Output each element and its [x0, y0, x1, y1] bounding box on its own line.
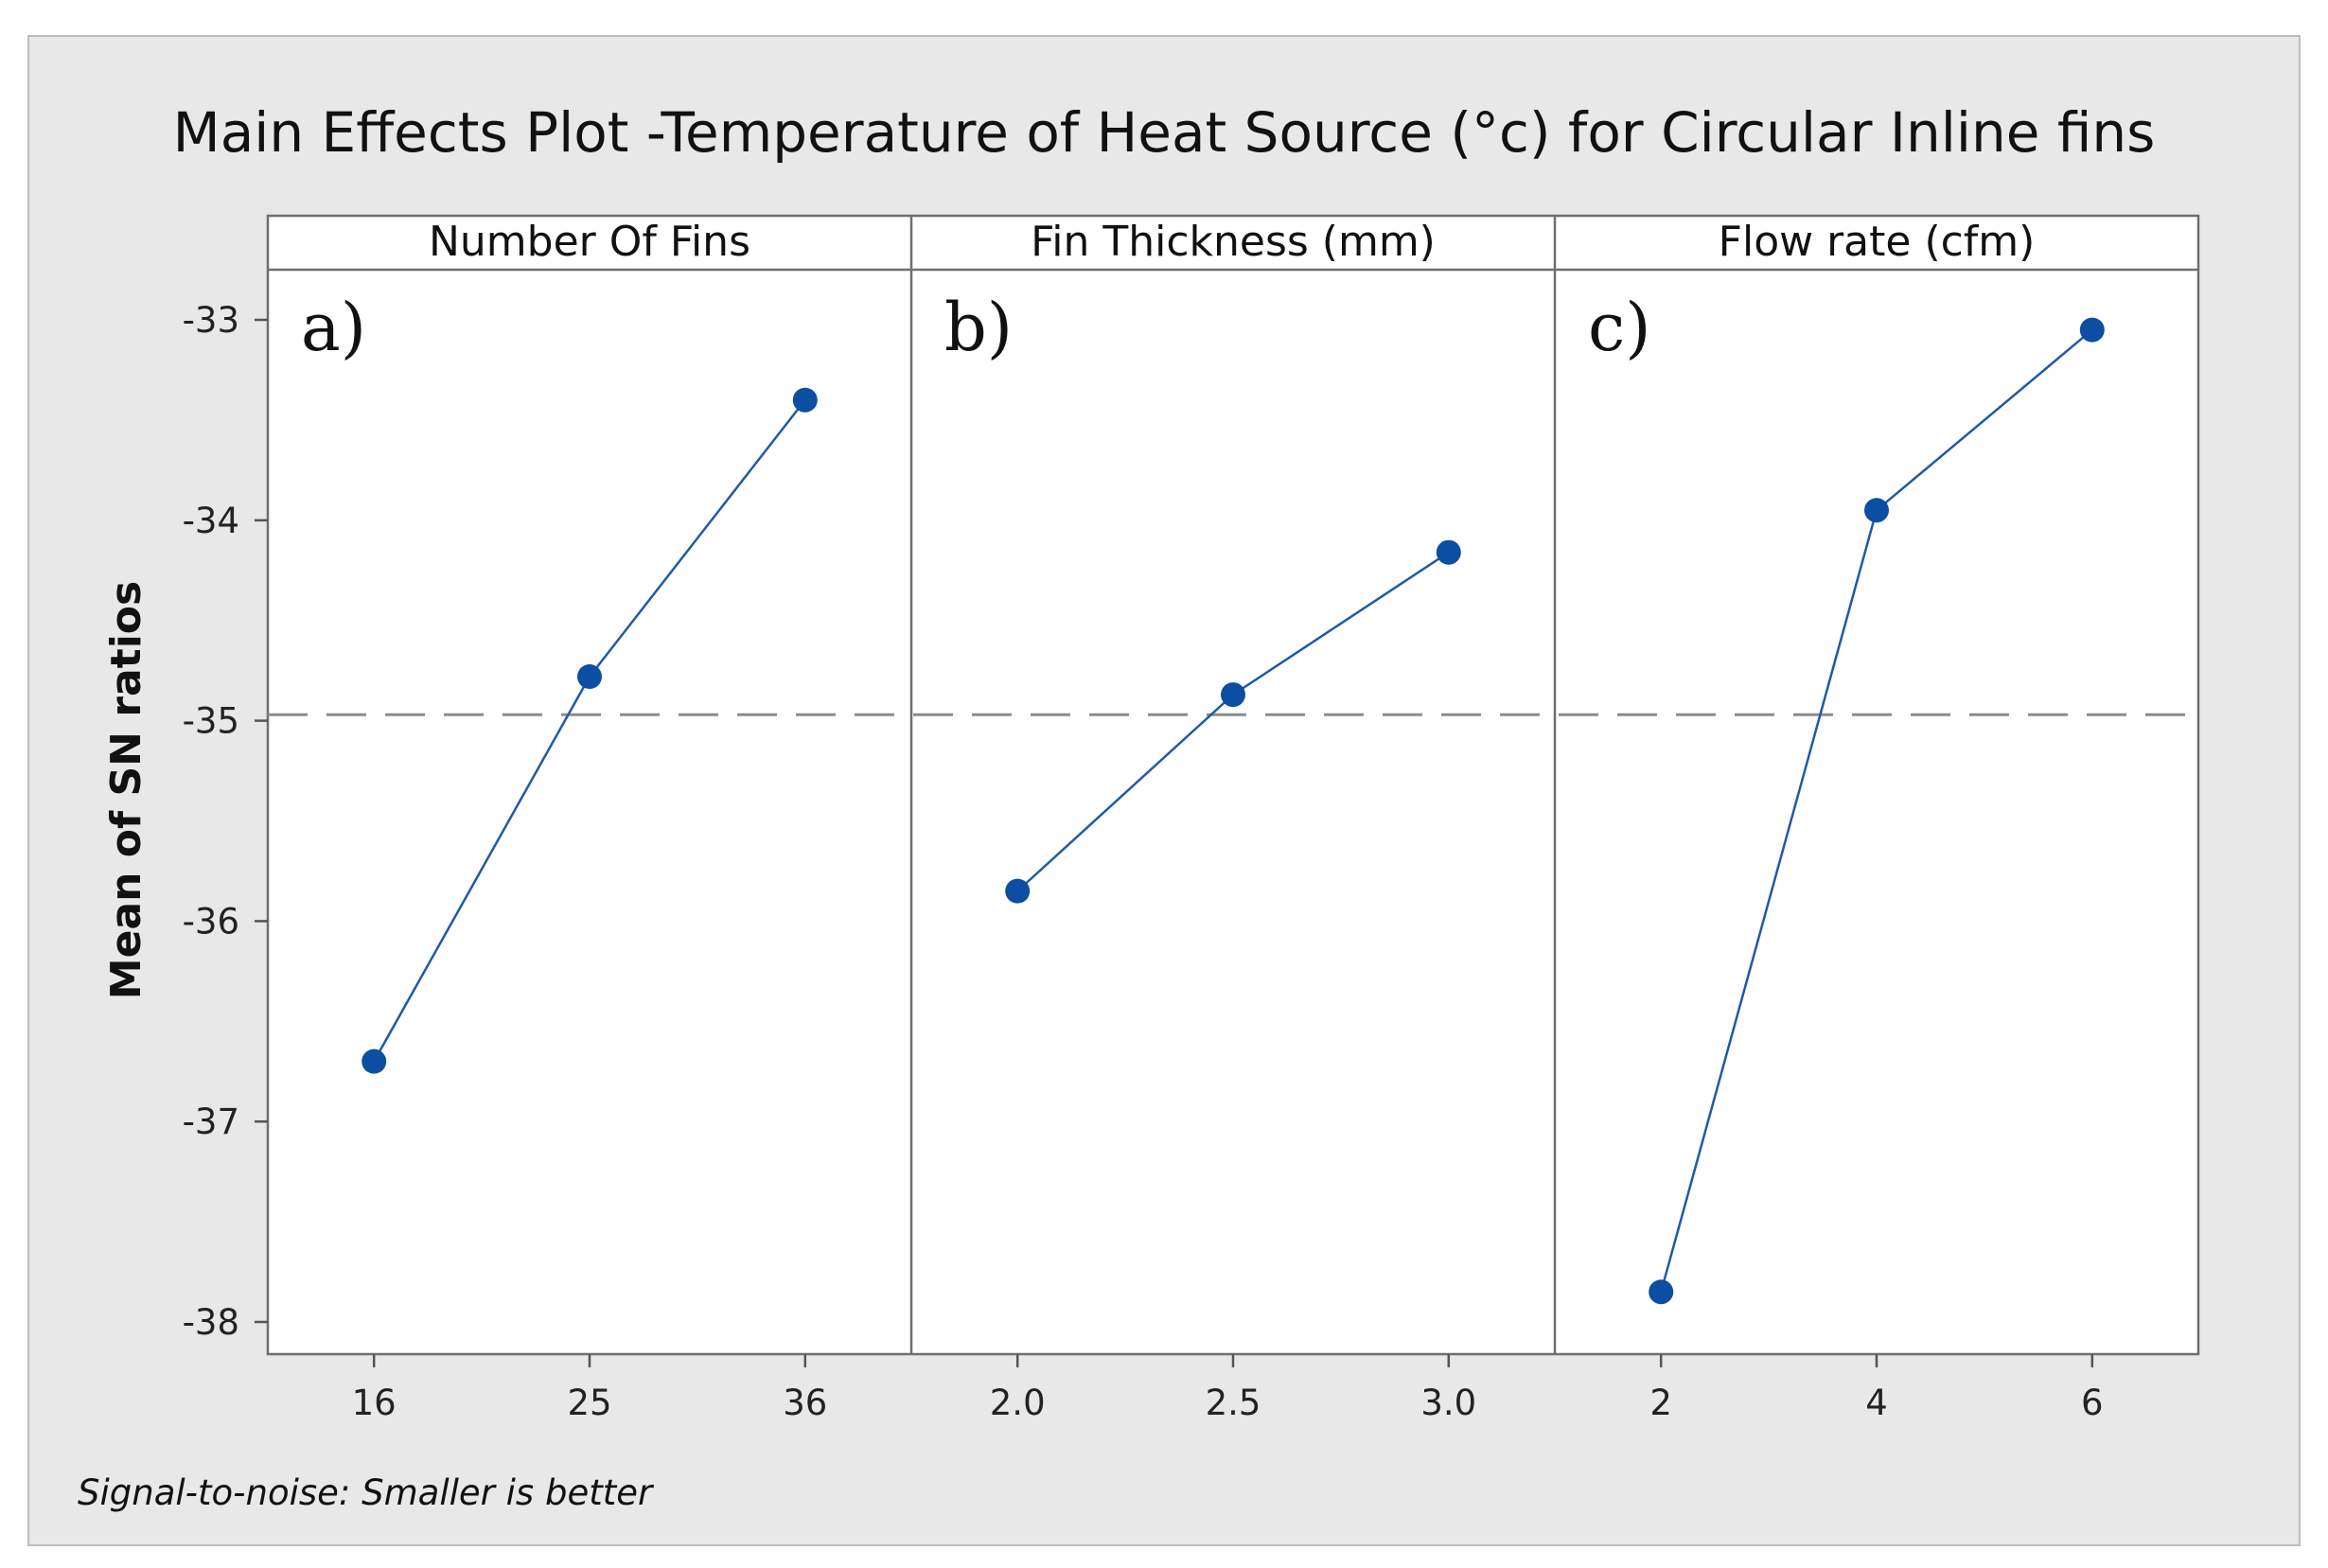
plot-area: -33 -34 -35 -36 -37 -38 Number Of Fins a) 16 25 36… — [183, 214, 2200, 1423]
data-point — [792, 387, 818, 413]
data-point — [577, 664, 602, 690]
y-tick-label: -38 — [183, 1302, 239, 1343]
panel-label: Flow rate (cfm) — [1719, 218, 2036, 266]
data-point — [1005, 878, 1031, 904]
data-point — [2079, 317, 2105, 343]
y-tick-label: -33 — [183, 300, 239, 341]
x-tick-label: 36 — [783, 1383, 827, 1423]
data-point — [1864, 498, 1889, 523]
x-tick-label: 6 — [2081, 1383, 2104, 1423]
panel-label: Number Of Fins — [429, 218, 750, 266]
y-tick-label: -35 — [183, 701, 239, 742]
x-tick-label: 16 — [352, 1383, 397, 1423]
panel-annotation: b) — [944, 289, 1013, 366]
data-point — [1221, 682, 1245, 708]
footnote: Signal-to-noise: Smaller is better — [78, 1472, 655, 1513]
y-axis-label: Mean of SN ratios — [102, 581, 150, 999]
panel-annotation: c) — [1588, 289, 1651, 366]
x-tick-label: 2 — [1649, 1383, 1672, 1423]
panel-label: Fin Thickness (mm) — [1031, 218, 1436, 266]
y-tick-label: -36 — [183, 901, 239, 942]
data-point — [1649, 1279, 1674, 1305]
chart-title: Main Effects Plot -Temperature of Heat S… — [173, 100, 2156, 165]
data-point — [1436, 539, 1461, 565]
x-tick-label: 2.5 — [1206, 1383, 1261, 1423]
panel-annotation: a) — [301, 289, 366, 366]
x-tick-label: 4 — [1865, 1383, 1888, 1423]
data-point — [362, 1048, 387, 1074]
x-tick-label: 3.0 — [1420, 1383, 1476, 1423]
plot-background — [266, 214, 2200, 1356]
y-tick-label: -37 — [183, 1101, 239, 1142]
x-tick-label: 25 — [567, 1383, 611, 1423]
y-tick-label: -34 — [183, 501, 239, 541]
x-tick-label: 2.0 — [990, 1383, 1046, 1423]
